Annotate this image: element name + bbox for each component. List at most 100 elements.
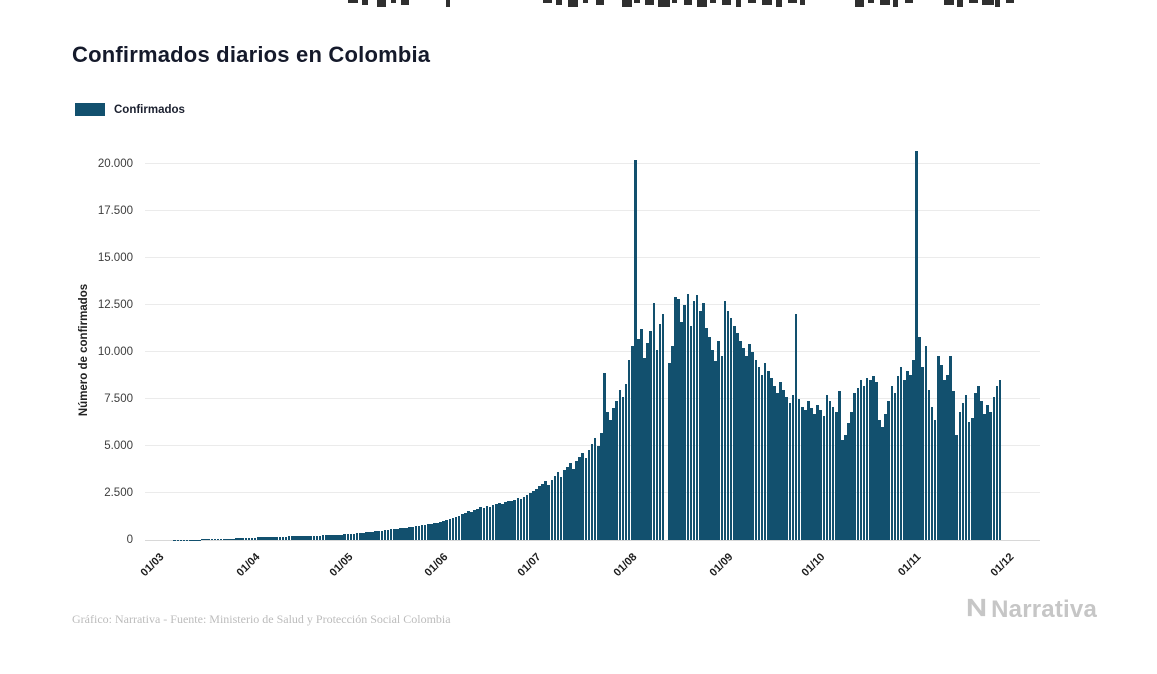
- bar: [921, 367, 925, 540]
- bar: [695, 294, 699, 540]
- bar: [525, 494, 529, 540]
- bar: [859, 380, 863, 540]
- bar: [522, 496, 526, 540]
- cropped-artifact: [1006, 0, 1014, 3]
- bar: [297, 536, 300, 540]
- bar: [328, 535, 331, 540]
- bar: [575, 461, 578, 540]
- bar: [714, 361, 717, 540]
- bar: [708, 336, 711, 540]
- bar: [433, 523, 436, 540]
- bar: [838, 391, 841, 540]
- bar: [269, 536, 272, 540]
- bar: [748, 344, 751, 540]
- bar: [535, 489, 538, 540]
- bar: [287, 536, 291, 540]
- bar: [467, 511, 470, 540]
- bar: [804, 410, 807, 540]
- bar: [553, 476, 557, 540]
- bar: [912, 359, 915, 540]
- cropped-artifact: [556, 0, 562, 5]
- bar: [745, 355, 748, 540]
- bar: [278, 536, 282, 540]
- bar: [436, 522, 439, 540]
- bar: [346, 534, 350, 540]
- bar: [850, 412, 853, 540]
- bar: [213, 539, 217, 540]
- bar: [612, 408, 615, 540]
- y-tick-label: 5.000: [104, 439, 133, 452]
- bar: [581, 452, 585, 540]
- bar: [986, 404, 989, 540]
- bar: [377, 530, 381, 540]
- bar: [420, 525, 424, 540]
- cropped-artifact: [722, 0, 731, 5]
- bar: [600, 432, 603, 540]
- bar: [232, 538, 235, 540]
- bar: [881, 427, 884, 540]
- bar: [559, 477, 563, 540]
- bar: [896, 376, 900, 540]
- bar: [448, 518, 452, 540]
- chart-title: Confirmados diarios en Colombia: [72, 42, 431, 67]
- narrativa-logo-icon: [965, 596, 988, 624]
- cropped-artifact: [568, 0, 578, 7]
- bar: [800, 406, 804, 540]
- bar: [841, 440, 844, 540]
- bar: [464, 512, 467, 540]
- bar: [312, 535, 316, 540]
- bar: [603, 372, 606, 540]
- cropped-artifact: [377, 0, 386, 7]
- bar: [238, 538, 241, 540]
- bar: [513, 499, 517, 540]
- bar: [899, 367, 903, 540]
- gridline: [145, 257, 1040, 258]
- bar: [457, 515, 461, 540]
- y-tick-label: 20.000: [97, 157, 133, 170]
- bar: [893, 393, 897, 540]
- bar: [389, 529, 393, 540]
- bar: [318, 535, 322, 540]
- bar: [702, 303, 705, 540]
- bar: [782, 389, 785, 540]
- bar: [340, 534, 343, 540]
- bar: [371, 531, 374, 540]
- cropped-artifact: [736, 0, 741, 7]
- bar: [569, 462, 572, 540]
- bar: [868, 380, 872, 540]
- bar: [711, 350, 714, 540]
- bar: [958, 412, 962, 540]
- bar: [222, 538, 226, 540]
- bar: [609, 419, 612, 540]
- bar: [423, 524, 427, 540]
- bar: [933, 419, 937, 540]
- bar: [692, 301, 696, 540]
- bar: [974, 393, 977, 540]
- gridline: [145, 398, 1040, 399]
- bar: [256, 537, 260, 540]
- cropped-artifact: [672, 0, 677, 3]
- bar: [408, 527, 411, 540]
- bar: [504, 502, 507, 540]
- bar: [544, 480, 547, 540]
- bar: [618, 389, 622, 540]
- bar: [266, 537, 269, 540]
- bar: [343, 534, 347, 540]
- bar: [813, 414, 816, 540]
- bar: [729, 318, 733, 540]
- cropped-artifact: [596, 0, 604, 5]
- bar: [386, 529, 390, 540]
- bar: [615, 400, 619, 540]
- bar: [680, 321, 683, 540]
- bar: [300, 536, 303, 540]
- cropped-artifact: [748, 0, 756, 3]
- plot-area: 0 2.500 5.000 7.500 10.000 12.500 15.000 17.500…: [98, 150, 1040, 579]
- bar: [698, 310, 702, 540]
- bar: [476, 508, 479, 540]
- bar: [995, 385, 999, 540]
- bar: [720, 355, 724, 540]
- y-tick-label: 10.000: [97, 345, 133, 358]
- bar: [309, 535, 313, 540]
- bar: [661, 314, 665, 540]
- bar: [451, 517, 455, 540]
